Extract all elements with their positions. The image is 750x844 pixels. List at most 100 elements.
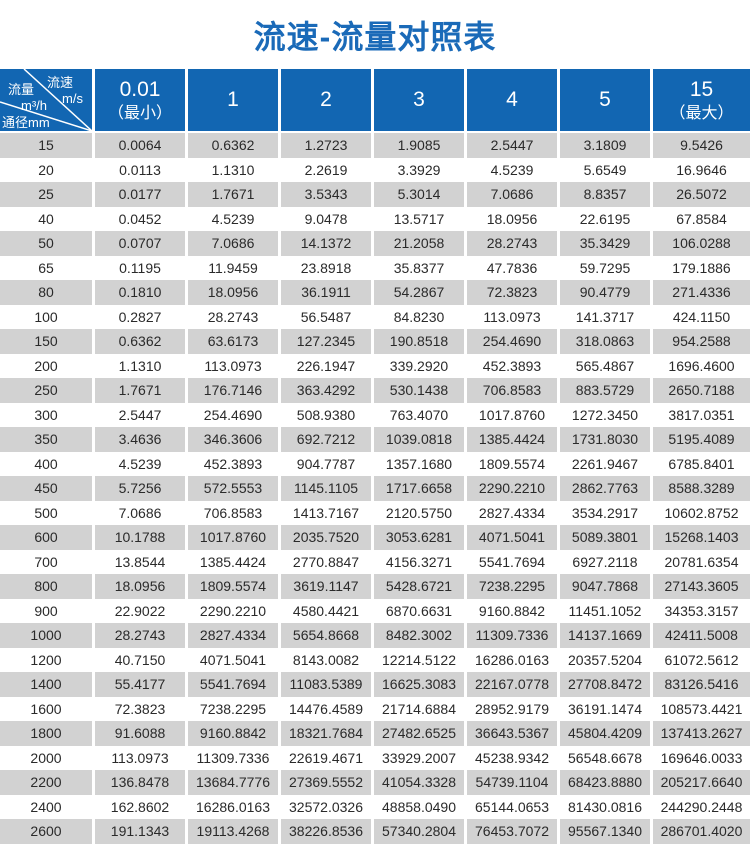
diameter-cell: 50 (0, 231, 95, 256)
diameter-cell: 200 (0, 353, 95, 378)
value-cell: 2120.5750 (374, 500, 467, 525)
value-cell: 2.2619 (281, 157, 374, 182)
diameter-header-label: 通径mm (2, 115, 50, 130)
value-cell: 16286.0163 (467, 647, 560, 672)
flow-header-label: 流量 (8, 82, 35, 97)
value-cell: 13.8544 (95, 549, 188, 574)
table-row: 1400 55.4177 5541.7694 11083.5389 16625.3083… (0, 672, 750, 697)
value-cell: 14137.1669 (560, 623, 653, 648)
value-cell: 9047.7868 (560, 574, 653, 599)
value-cell: 84.8230 (374, 304, 467, 329)
value-cell: 48858.0490 (374, 794, 467, 819)
value-cell: 904.7787 (281, 451, 374, 476)
value-cell: 34353.3157 (653, 598, 750, 623)
value-cell: 36191.1474 (560, 696, 653, 721)
value-cell: 13.5717 (374, 206, 467, 231)
table-body: 15 0.0064 0.6362 1.2723 1.9085 2.5447 3.1809 9.… (0, 133, 750, 844)
value-cell: 8.8357 (560, 182, 653, 207)
value-cell: 565.4867 (560, 353, 653, 378)
value-cell: 7238.2295 (188, 696, 281, 721)
diameter-cell: 1800 (0, 721, 95, 746)
value-cell: 40.7150 (95, 647, 188, 672)
value-cell: 45804.4209 (560, 721, 653, 746)
table-row: 25 0.0177 1.7671 3.5343 5.3014 7.0686 8.8357 26… (0, 182, 750, 207)
value-cell: 113.0973 (467, 304, 560, 329)
value-cell: 2.5447 (95, 402, 188, 427)
table-row: 500 7.0686 706.8583 1413.7167 2120.5750 2827.… (0, 500, 750, 525)
value-cell: 424.1150 (653, 304, 750, 329)
value-cell: 1017.8760 (467, 402, 560, 427)
value-cell: 2290.2210 (188, 598, 281, 623)
column-header-value: 2 (320, 87, 332, 111)
value-cell: 11083.5389 (281, 672, 374, 697)
value-cell: 16625.3083 (374, 672, 467, 697)
value-cell: 3534.2917 (560, 500, 653, 525)
value-cell: 162.8602 (95, 794, 188, 819)
value-cell: 1696.4600 (653, 353, 750, 378)
value-cell: 2290.2210 (467, 476, 560, 501)
diameter-cell: 1000 (0, 623, 95, 648)
diameter-cell: 15 (0, 133, 95, 158)
column-header-value: 15 (689, 78, 714, 102)
diameter-cell: 25 (0, 182, 95, 207)
value-cell: 18321.7684 (281, 721, 374, 746)
table-row: 2600 191.1343 19113.4268 38226.8536 57340.28… (0, 819, 750, 844)
value-cell: 26.5072 (653, 182, 750, 207)
column-header: 3 (374, 69, 467, 133)
value-cell: 20781.6354 (653, 549, 750, 574)
value-cell: 3.1809 (560, 133, 653, 158)
value-cell: 19113.4268 (188, 819, 281, 844)
value-cell: 5089.3801 (560, 525, 653, 550)
table-row: 80 0.1810 18.0956 36.1911 54.2867 72.3823 90.4… (0, 280, 750, 305)
value-cell: 706.8583 (467, 378, 560, 403)
value-cell: 10602.8752 (653, 500, 750, 525)
value-cell: 55.4177 (95, 672, 188, 697)
value-cell: 127.2345 (281, 329, 374, 354)
value-cell: 692.7212 (281, 427, 374, 452)
value-cell: 9160.8842 (467, 598, 560, 623)
value-cell: 0.1195 (95, 255, 188, 280)
diameter-cell: 350 (0, 427, 95, 452)
value-cell: 179.1886 (653, 255, 750, 280)
value-cell: 346.3606 (188, 427, 281, 452)
diameter-cell: 500 (0, 500, 95, 525)
value-cell: 72.3823 (467, 280, 560, 305)
value-cell: 16286.0163 (188, 794, 281, 819)
value-cell: 27369.5552 (281, 770, 374, 795)
value-cell: 113.0973 (188, 353, 281, 378)
value-cell: 3817.0351 (653, 402, 750, 427)
value-cell: 1039.0818 (374, 427, 467, 452)
value-cell: 508.9380 (281, 402, 374, 427)
diameter-cell: 65 (0, 255, 95, 280)
value-cell: 27482.6525 (374, 721, 467, 746)
table-row: 700 13.8544 1385.4424 2770.8847 4156.3271 554… (0, 549, 750, 574)
value-cell: 18.0956 (188, 280, 281, 305)
value-cell: 18.0956 (95, 574, 188, 599)
column-header-value: 4 (506, 87, 518, 111)
value-cell: 254.4690 (188, 402, 281, 427)
value-cell: 8588.3289 (653, 476, 750, 501)
value-cell: 9.5426 (653, 133, 750, 158)
diameter-cell: 400 (0, 451, 95, 476)
diameter-cell: 450 (0, 476, 95, 501)
value-cell: 137413.2627 (653, 721, 750, 746)
value-cell: 4580.4421 (281, 598, 374, 623)
value-cell: 1809.5574 (188, 574, 281, 599)
table-row: 300 2.5447 254.4690 508.9380 763.4070 1017.87… (0, 402, 750, 427)
value-cell: 2261.9467 (560, 451, 653, 476)
flow-unit-label: m³/h (21, 98, 47, 113)
value-cell: 141.3717 (560, 304, 653, 329)
value-cell: 1413.7167 (281, 500, 374, 525)
value-cell: 16.9646 (653, 157, 750, 182)
table-row: 2200 136.8478 13684.7776 27369.5552 41054.33… (0, 770, 750, 795)
diameter-cell: 250 (0, 378, 95, 403)
diagonal-divider-icon (0, 69, 92, 131)
table-row: 1200 40.7150 4071.5041 8143.0082 12214.5122 1… (0, 647, 750, 672)
value-cell: 5.7256 (95, 476, 188, 501)
diameter-cell: 1400 (0, 672, 95, 697)
table-row: 350 3.4636 346.3606 692.7212 1039.0818 1385.4… (0, 427, 750, 452)
value-cell: 45238.9342 (467, 745, 560, 770)
value-cell: 3.3929 (374, 157, 467, 182)
diameter-cell: 2000 (0, 745, 95, 770)
value-cell: 3.4636 (95, 427, 188, 452)
